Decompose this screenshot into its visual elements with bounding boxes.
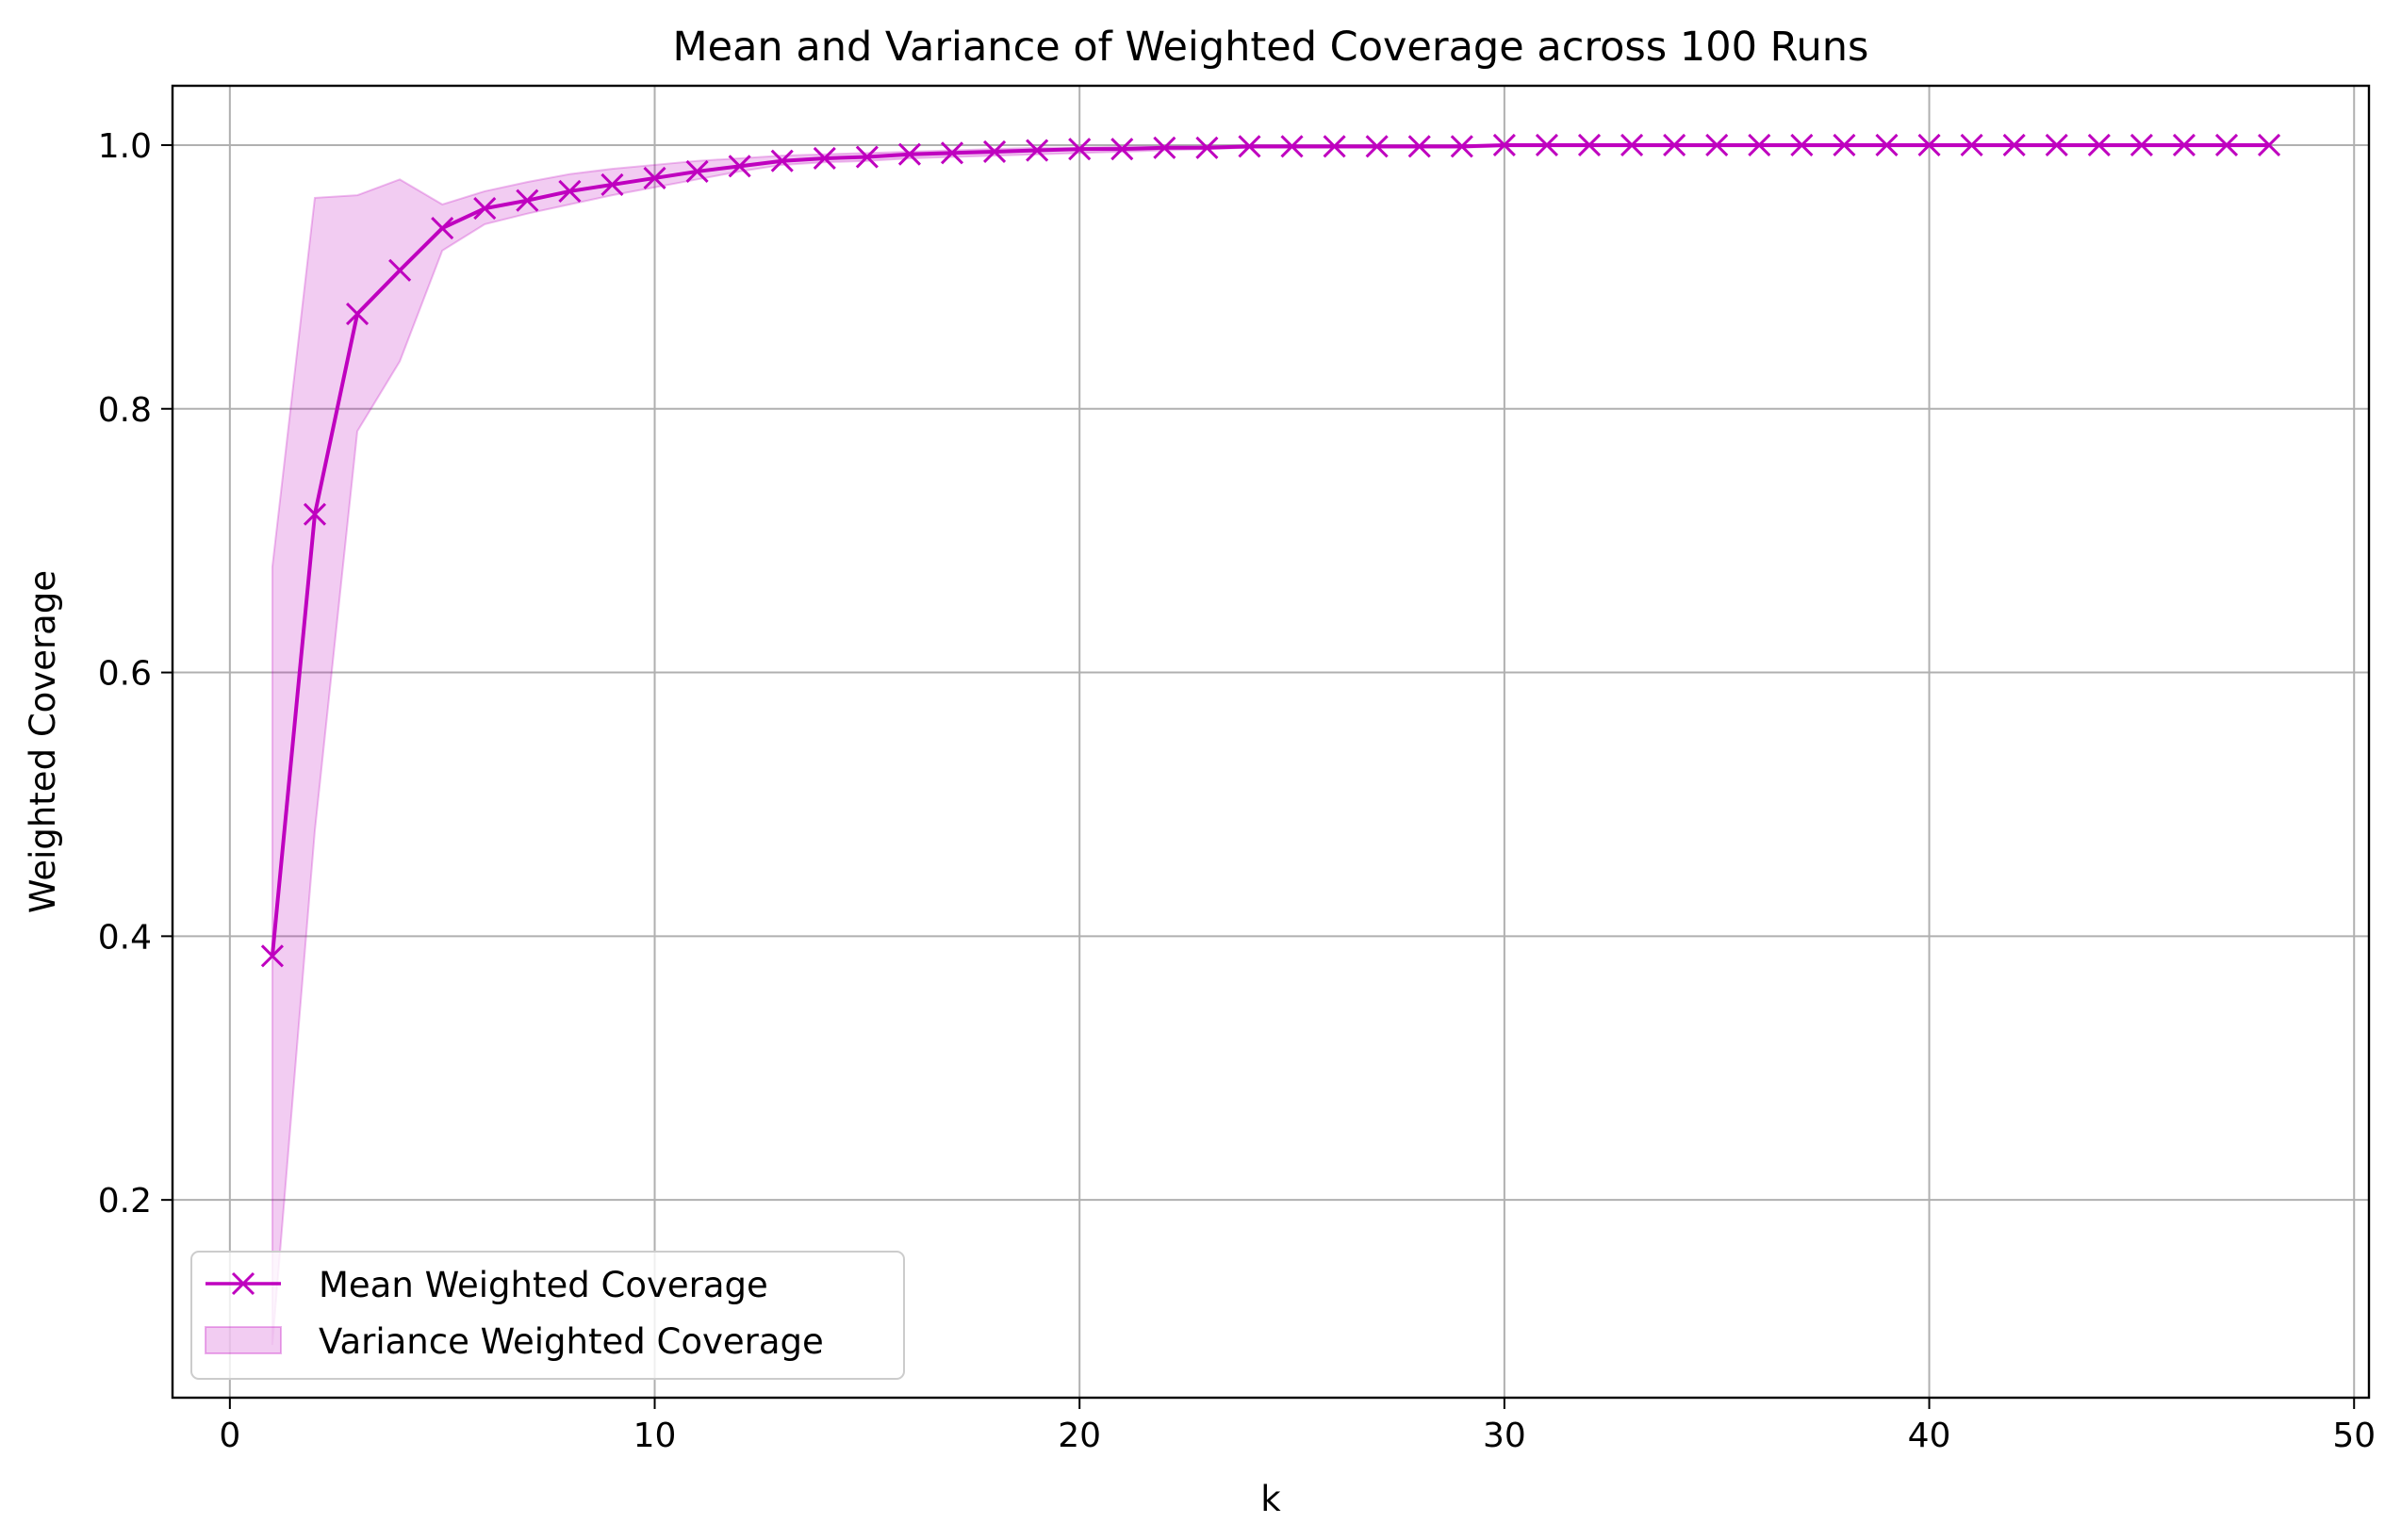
mean-point-marker [600,172,624,196]
mean-point-marker [1238,135,1261,158]
mean-point-marker [2172,133,2196,157]
mean-point-marker [1535,133,1559,157]
mean-point-marker [1407,135,1431,158]
mean-point-marker [1450,135,1473,158]
mean-point-marker [388,258,412,282]
legend: Mean Weighted Coverage Variance Weighted… [190,1251,905,1380]
x-axis-label: k [1260,1479,1281,1519]
mean-point-marker [1620,133,1644,157]
mean-point-marker [1875,133,1899,157]
mean-point-marker [1748,133,1771,157]
mean-point-marker [1323,135,1346,158]
mean-point-marker [473,197,497,221]
mean-point-marker [897,142,921,166]
mean-point-marker [260,944,284,968]
mean-point-marker [1577,133,1602,157]
mean-point-marker [1917,133,1941,157]
mean-point-marker [770,149,794,172]
mean-line [270,142,2270,957]
mean-point-marker [345,302,370,326]
y-tick-label: 0.4 [98,918,152,957]
mean-point-marker [2087,133,2111,157]
y-axis: 0.2 0.4 0.6 0.8 1.0 [98,127,173,1221]
mean-point-marker [643,166,666,189]
legend-x-marker-glyph [231,1271,255,1296]
legend-band-swatch [205,1326,282,1354]
legend-label-mean: Mean Weighted Coverage [319,1265,768,1305]
mean-point-marker [558,179,582,203]
mean-point-marker [2130,133,2153,157]
mean-point-marker [940,141,964,165]
mean-point-marker [1280,135,1304,158]
x-tick-label: 50 [2332,1417,2376,1455]
legend-box [190,1251,905,1380]
y-tick-label: 0.8 [98,391,152,430]
mean-point-marker [2214,133,2239,157]
mean-point-marker [982,139,1007,164]
mean-point-marker [2002,133,2026,157]
y-tick-label: 0.2 [98,1182,152,1221]
mean-point-marker [1492,133,1516,157]
y-axis-label: Weighted Coverage [23,570,63,913]
plot-frame [171,84,2371,1400]
x-axis: 0 10 20 30 40 50 [219,1398,2376,1455]
legend-x-marker-icon [231,1271,255,1296]
mean-point-marker [855,145,879,169]
mean-point-marker [431,217,454,240]
mean-point-marker [1705,133,1729,157]
mean-point-marker [1833,133,1856,157]
mean-point-marker [1068,138,1092,161]
mean-point-marker [1960,133,1983,157]
mean-point-marker [2045,133,2068,157]
y-tick-label: 0.6 [98,655,152,694]
mean-point-marker [1663,133,1686,157]
mean-point-marker [1195,136,1219,159]
mean-point-marker [728,155,751,178]
x-tick-label: 20 [1058,1417,1101,1455]
chart-title: Mean and Variance of Weighted Coverage a… [673,24,1869,71]
mean-point-marker [685,159,709,183]
x-tick-label: 0 [219,1417,240,1455]
x-tick-label: 10 [633,1417,677,1455]
x-tick-label: 40 [1908,1417,1951,1455]
mean-point-marker [516,188,539,212]
mean-point-marker [303,502,327,526]
y-tick-label: 1.0 [98,127,152,166]
mean-point-marker [813,146,836,171]
mean-point-marker [1153,136,1176,159]
mean-point-marker [2258,133,2281,157]
legend-label-variance: Variance Weighted Coverage [319,1321,824,1362]
mean-point-marker [1026,139,1049,162]
mean-point-marker [1110,138,1134,161]
mean-line-series [260,133,2281,968]
mean-point-marker [1365,135,1389,158]
x-tick-label: 30 [1483,1417,1526,1455]
mean-point-marker [1790,133,1814,157]
